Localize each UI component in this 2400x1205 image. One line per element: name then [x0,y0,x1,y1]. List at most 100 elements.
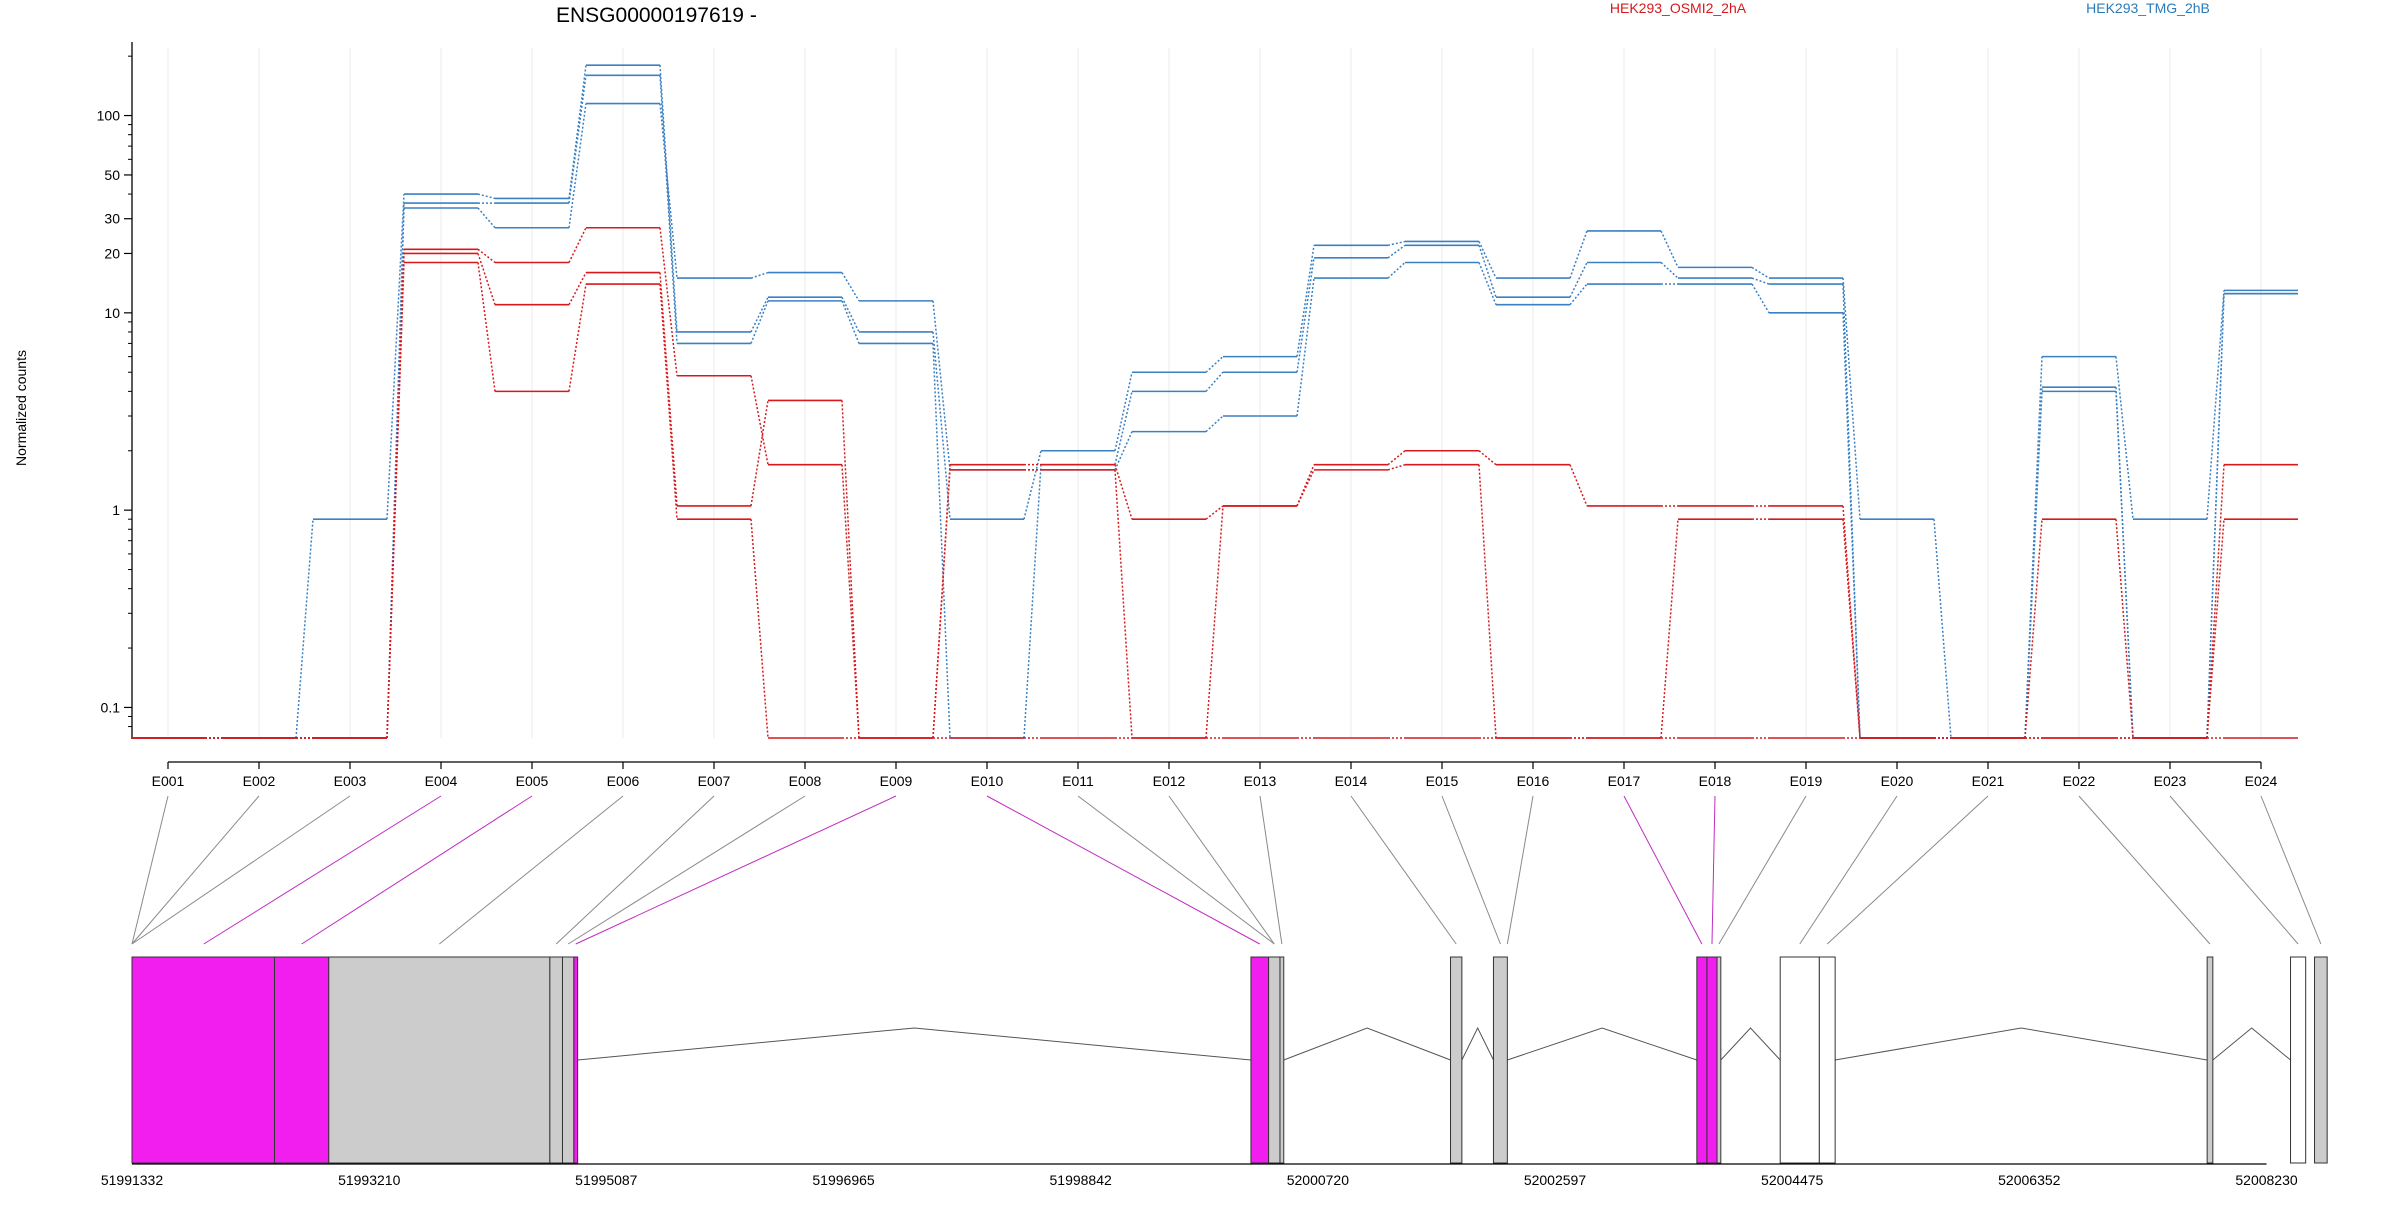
series-0 [131,64,2298,739]
mapping-line-e015 [1441,795,1501,945]
series-connector [1114,391,1133,465]
series-connector [1478,464,1497,739]
series-connector [932,343,951,739]
mapping-line-e005 [301,795,533,945]
intron-6 [1835,1027,2208,1061]
series-connector [1296,464,1315,507]
mapping-line-e007 [555,795,715,945]
series-connector [1569,464,1588,507]
series-connector [1205,415,1224,433]
intron-2 [1283,1027,1451,1061]
series-connector [1296,469,1315,507]
series-connector [1205,356,1224,373]
series-connector [2206,290,2225,520]
exon-mapping-lines [131,795,2322,945]
series-connector [659,65,678,333]
exon-block-8 [1268,956,1281,1164]
x-tick-label-e020: E020 [1881,773,1914,789]
mapping-line-e002 [131,795,260,945]
mapping-line-e020 [1799,795,1898,945]
genomic-tick-label: 51991332 [101,1172,164,1188]
series-connector [477,207,496,229]
series-2 [131,102,2298,739]
series-connector [2115,391,2134,739]
x-tick-label-e015: E015 [1426,773,1459,789]
x-tick-label-e010: E010 [971,773,1004,789]
series-connector [1296,245,1315,357]
series-connector [1114,464,1133,520]
series-connector [1478,245,1497,298]
mapping-line-e008 [567,795,806,945]
series-connector [841,272,860,302]
chart-title: ENSG00000197619 - [556,4,757,27]
series-connector [1205,505,1224,520]
series-3 [131,226,2298,739]
mapping-line-e022 [2078,795,2211,945]
y-tick-label: 50 [104,167,120,183]
genomic-tick-label: 52002597 [1524,1172,1587,1188]
series-1 [131,74,2298,739]
x-tick-label-e017: E017 [1608,773,1641,789]
series-connector [1842,278,1861,520]
series-connector [1478,450,1497,466]
y-tick-label: 0.1 [101,699,121,715]
series-connector [750,375,769,465]
series-5 [131,261,2298,739]
series-connector [477,253,496,305]
series-connector [659,103,678,279]
y-axis: 0.1 1 10 20 30 50 100 [97,42,133,738]
series-connector [1387,244,1406,259]
mapping-line-e011 [1077,795,1275,945]
x-tick-label-e018: E018 [1699,773,1732,789]
genomic-tick-label: 52008230 [2235,1172,2298,1188]
exon-block-19 [2314,956,2328,1164]
x-tick-label-e019: E019 [1790,773,1823,789]
series-connector [1296,278,1315,417]
x-tick-label-e001: E001 [152,773,185,789]
vertical-gridlines [167,48,2262,738]
series-connector [1660,261,1679,279]
x-tick-label-e022: E022 [2063,773,2096,789]
mapping-line-e006 [439,795,624,945]
series-connector [2115,356,2134,520]
series-connector [477,248,496,264]
mapping-line-e021 [1826,795,1989,945]
x-tick-label-e014: E014 [1335,773,1368,789]
exon-block-4 [549,956,563,1164]
x-tick-label-e004: E004 [425,773,458,789]
exon-block-3 [328,956,551,1164]
x-tick-label-e009: E009 [880,773,913,789]
mapping-line-e012 [1168,795,1275,945]
genomic-tick-label: 51995087 [575,1172,638,1188]
mapping-line-e001 [131,795,169,945]
mapping-line-e013 [1259,795,1283,945]
exon-block-7 [1250,956,1270,1164]
x-tick-label-e003: E003 [334,773,367,789]
intron-4 [1507,1027,1697,1061]
x-tick-label-e021: E021 [1972,773,2005,789]
series-connector [659,272,678,507]
series-connector [750,296,769,333]
x-tick-label-e013: E013 [1244,773,1277,789]
series-layer [131,64,2298,739]
series-connector [932,469,951,739]
mapping-line-e023 [2169,795,2299,945]
exon-block-15 [1779,956,1820,1164]
exon-block-10 [1450,956,1463,1164]
mapping-line-e009 [575,795,897,945]
series-connector [659,75,678,344]
mapping-line-e017 [1623,795,1703,945]
series-connector [1205,371,1224,392]
x-tick-label-e016: E016 [1517,773,1550,789]
series-connector [2024,519,2043,739]
mapping-line-e019 [1718,795,1807,945]
intron-5 [1720,1027,1781,1061]
exon-block-9 [1279,956,1285,1164]
series-connector [1114,431,1133,471]
series-connector [1751,283,1770,314]
mapping-line-e016 [1506,795,1534,945]
mapping-line-e014 [1350,795,1457,945]
series-connector [1842,312,1861,739]
series-connector [386,262,405,739]
exon-block-6 [573,956,579,1164]
